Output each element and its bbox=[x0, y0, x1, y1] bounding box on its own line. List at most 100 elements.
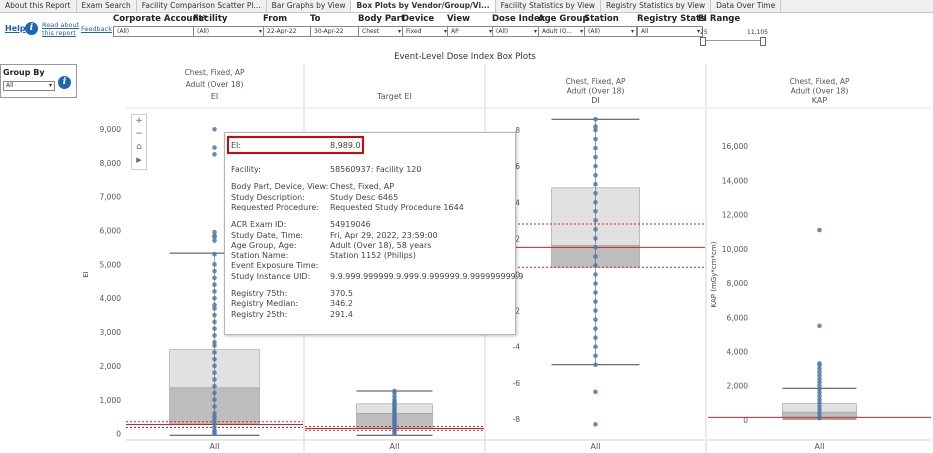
view-label: View bbox=[447, 14, 470, 24]
panel-di-point bbox=[593, 272, 598, 277]
chevron-down-icon: ▾ bbox=[579, 28, 583, 35]
panel-ei-point bbox=[212, 431, 217, 436]
panel-ei-point bbox=[212, 234, 217, 240]
panel-ei-point bbox=[212, 145, 217, 150]
body-part-label: Body Part bbox=[358, 14, 405, 24]
panel-kap-tick-3: 6,000 bbox=[727, 313, 749, 322]
panel-kap-tick-2: 4,000 bbox=[727, 347, 749, 356]
panel-ei-point bbox=[212, 390, 217, 396]
panel-kap-point bbox=[817, 390, 822, 395]
panel-di-point bbox=[593, 362, 598, 368]
panel-ei-point bbox=[212, 251, 217, 257]
panel-di-point bbox=[593, 389, 598, 395]
panel-ei-tick-3: 3,000 bbox=[100, 328, 122, 337]
panel-ei-point bbox=[212, 356, 217, 362]
tooltip-row-body-part-device-view-value: Chest, Fixed, AP bbox=[330, 182, 395, 192]
panel-di-point bbox=[593, 199, 598, 205]
chevron-down-icon: ▾ bbox=[696, 28, 700, 35]
panel-di-point bbox=[593, 353, 598, 359]
info-icon[interactable]: i bbox=[58, 76, 71, 89]
panel-kap-category-label: All bbox=[815, 442, 825, 451]
panel-target-ei-point bbox=[392, 390, 397, 396]
panel-ei-point bbox=[212, 370, 217, 375]
panel-kap-point bbox=[817, 415, 822, 421]
ei-range-filter: EI Range bbox=[698, 14, 740, 24]
tab-facility-comparison-scatter-pl[interactable]: Facility Comparison Scatter Pl... bbox=[137, 0, 267, 12]
tooltip-row-acr-exam-id-value: 54919046 bbox=[330, 220, 371, 230]
panel-ei-point bbox=[212, 424, 217, 430]
panel-kap-point bbox=[817, 397, 822, 402]
panel-di-point bbox=[593, 127, 598, 133]
panel-ei-point bbox=[212, 268, 217, 274]
panel-ei-tick-6: 6,000 bbox=[100, 226, 122, 235]
panel-di-point bbox=[593, 190, 598, 196]
tooltip-row-registry-25th-value: 291.4 bbox=[330, 309, 353, 319]
group-by-value: All bbox=[6, 82, 14, 89]
home-icon[interactable]: ⌂ bbox=[136, 142, 142, 152]
panel-kap-point bbox=[817, 376, 822, 382]
panel-di-tick-3: -2 bbox=[513, 307, 521, 316]
panel-ei-point bbox=[212, 306, 217, 311]
panel-ei-point bbox=[212, 326, 217, 331]
panel-ei-point bbox=[212, 383, 217, 389]
panel-kap-point bbox=[817, 362, 822, 368]
panel-di-header-1: Adult (Over 18) bbox=[567, 87, 625, 96]
read-about-link[interactable]: Read about this report bbox=[42, 21, 79, 37]
panel-kap-point bbox=[817, 379, 822, 385]
play-icon[interactable]: ▶ bbox=[136, 156, 142, 164]
panel-kap-point bbox=[817, 403, 822, 409]
registry-stats-select[interactable]: All ▾ bbox=[637, 26, 703, 37]
tab-bar: About this Report Exam Search Facility Com… bbox=[0, 0, 933, 13]
tab-exam-search[interactable]: Exam Search bbox=[77, 0, 137, 12]
panel-ei-tick-7: 7,000 bbox=[100, 193, 122, 202]
zoom-out-icon[interactable]: − bbox=[135, 129, 143, 139]
panel-kap-tick-4: 8,000 bbox=[727, 279, 749, 288]
zoom-controls: + − ⌂ ▶ bbox=[131, 114, 147, 170]
panel-ei-point bbox=[212, 295, 217, 301]
zoom-in-icon[interactable]: + bbox=[135, 116, 143, 126]
tooltip: EI: 8,989.0 Facility: 58560937: Facility … bbox=[224, 132, 523, 335]
panel-target-ei-point bbox=[392, 431, 397, 436]
tab-about-this-report[interactable]: About this Report bbox=[0, 0, 77, 12]
to-value: 30-Apr-22 bbox=[314, 28, 344, 35]
tooltip-row-acr-exam-id-label: ACR Exam ID: bbox=[231, 220, 287, 230]
panel-di-tick-4: 0 bbox=[515, 271, 520, 280]
panel-di-point bbox=[593, 317, 598, 322]
tab-facility-statistics-by-view[interactable]: Facility Statistics by View bbox=[496, 0, 601, 12]
panel-di-point bbox=[593, 163, 598, 169]
panel-kap-point bbox=[817, 366, 822, 371]
panel-kap-tick-5: 10,000 bbox=[722, 245, 748, 254]
panel-kap-header-0: Chest, Fixed, AP bbox=[789, 77, 850, 86]
panel-target-ei-header-2: Target EI bbox=[376, 92, 412, 101]
panel-ei-point bbox=[212, 411, 217, 416]
info-icon[interactable]: i bbox=[25, 22, 38, 35]
ei-range-slider[interactable] bbox=[700, 37, 766, 46]
panel-di-point bbox=[593, 281, 598, 286]
panel-di-tick-5: 2 bbox=[515, 234, 520, 243]
panel-ei-tick-1: 1,000 bbox=[100, 396, 122, 405]
panel-kap-point bbox=[817, 400, 822, 406]
help-link[interactable]: Help bbox=[5, 24, 26, 33]
chevron-down-icon: ▾ bbox=[443, 28, 447, 35]
panel-di-point bbox=[593, 254, 598, 259]
panel-di-tick-2: -4 bbox=[513, 343, 521, 352]
panel-ei-point bbox=[212, 350, 217, 355]
feedback-link[interactable]: Feedback bbox=[81, 25, 112, 33]
tooltip-row-study-instance-uid-label: Study Instance UID: bbox=[231, 271, 311, 281]
tab-registry-statistics-by-view[interactable]: Registry Statistics by View bbox=[601, 0, 712, 12]
tooltip-row-body-part-device-view-label: Body Part, Device, View: bbox=[231, 182, 329, 192]
ei-range-max: 11,105 bbox=[747, 29, 768, 36]
station-select[interactable]: (All) ▾ bbox=[584, 26, 637, 37]
panel-ei-point bbox=[212, 312, 217, 318]
tab-bar-graphs-by-view[interactable]: Bar Graphs by View bbox=[267, 0, 352, 12]
ei-range-knob-high[interactable] bbox=[760, 37, 766, 46]
group-by-select[interactable]: All ▾ bbox=[3, 81, 55, 91]
tab-box-plots-by-vendor-group-vi[interactable]: Box Plots by Vendor/Group/Vi... bbox=[351, 0, 496, 12]
ei-range-knob-low[interactable] bbox=[700, 37, 706, 46]
panel-ei-point bbox=[212, 377, 217, 382]
panel-ei-tick-5: 5,000 bbox=[100, 260, 122, 269]
chevron-down-icon: ▾ bbox=[397, 28, 401, 35]
tooltip-row-registry-median-label: Registry Median: bbox=[231, 299, 299, 309]
chevron-down-icon: ▾ bbox=[533, 28, 537, 35]
tab-data-over-time[interactable]: Data Over Time bbox=[711, 0, 782, 12]
